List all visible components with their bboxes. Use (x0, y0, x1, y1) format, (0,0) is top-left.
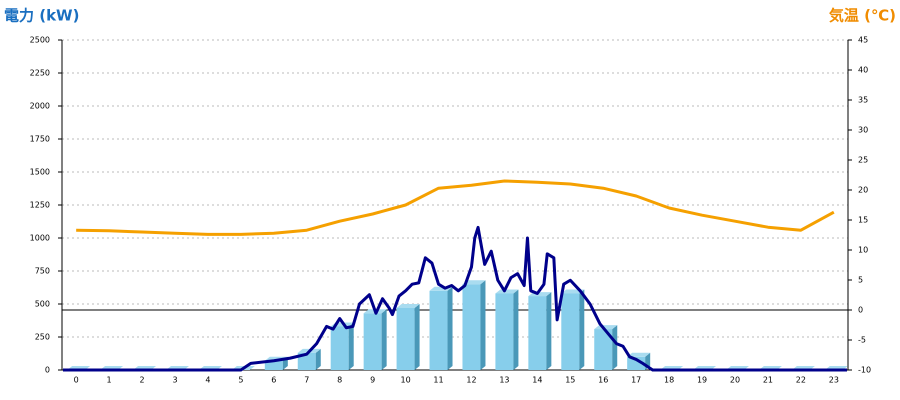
bar-side (612, 325, 618, 370)
x-tick-label: 21 (763, 376, 773, 385)
x-tick-label: 0 (74, 376, 79, 385)
bar (396, 307, 415, 370)
bar-side (414, 303, 420, 370)
x-tick-label: 17 (631, 376, 641, 385)
y-tick-label: 2250 (30, 69, 50, 78)
bar (264, 360, 283, 370)
x-tick-label: 18 (664, 376, 674, 385)
bar-side (579, 289, 585, 370)
y-tick-label: 1250 (30, 201, 50, 210)
bar (462, 284, 481, 370)
y-axis-title: 電力 (kW) (4, 7, 79, 25)
x-tick-label: 23 (829, 376, 839, 385)
bar-top (495, 289, 519, 294)
y-tick-label: 750 (35, 267, 50, 276)
bar-top (396, 303, 420, 308)
x-tick-label: 4 (205, 376, 210, 385)
x-tick-label: 1 (107, 376, 112, 385)
y2-tick-label: 0 (858, 306, 863, 315)
y2-tick-label: -5 (858, 336, 866, 345)
bar (528, 296, 547, 370)
x-tick-label: 7 (304, 376, 309, 385)
y-tick-label: 1750 (30, 135, 50, 144)
bar-top (627, 352, 651, 357)
y2-tick-label: 20 (858, 186, 868, 195)
x-tick-label: 8 (337, 376, 342, 385)
x-tick-label: 20 (730, 376, 740, 385)
bar (297, 352, 316, 370)
bar (330, 326, 349, 370)
y-tick-label: 2000 (30, 102, 50, 111)
x-tick-label: 13 (499, 376, 509, 385)
x-tick-label: 5 (238, 376, 243, 385)
y2-tick-label: 30 (858, 126, 868, 135)
x-tick-label: 12 (466, 376, 476, 385)
y-tick-label: 250 (35, 333, 50, 342)
y2-tick-label: 10 (858, 246, 868, 255)
x-tick-label: 2 (140, 376, 145, 385)
y2-tick-label: 35 (858, 96, 868, 105)
bar-side (381, 309, 387, 370)
x-tick-label: 6 (271, 376, 276, 385)
x-tick-label: 14 (532, 376, 542, 385)
bar (561, 293, 580, 370)
x-tick-label: 11 (433, 376, 443, 385)
bar (594, 329, 613, 370)
y2-axis-title: 気温 (℃) (829, 7, 896, 25)
y2-tick-label: 25 (858, 156, 868, 165)
x-tick-label: 22 (796, 376, 806, 385)
bar-side (348, 322, 354, 370)
y-tick-label: 500 (35, 300, 50, 309)
y2-tick-label: 5 (858, 276, 863, 285)
x-tick-label: 19 (697, 376, 707, 385)
y2-tick-label: 45 (858, 36, 868, 45)
bar (495, 293, 514, 370)
y-tick-label: 0 (45, 366, 50, 375)
y-tick-label: 1000 (30, 234, 50, 243)
x-tick-label: 15 (565, 376, 575, 385)
bar (429, 290, 448, 370)
y2-tick-label: 40 (858, 66, 868, 75)
x-tick-label: 16 (598, 376, 608, 385)
bar-side (546, 292, 552, 370)
y-tick-label: 2500 (30, 36, 50, 45)
line (62, 225, 848, 372)
bar-side (480, 280, 486, 370)
line (76, 179, 835, 236)
y2-tick-label: 15 (858, 216, 868, 225)
y-tick-label: 1500 (30, 168, 50, 177)
bar-side (315, 348, 321, 370)
y2-tick-label: -10 (858, 366, 871, 375)
bar-side (447, 286, 453, 370)
x-tick-label: 9 (370, 376, 375, 385)
bar-side (513, 289, 519, 370)
bar (363, 313, 382, 370)
x-tick-label: 3 (172, 376, 177, 385)
bar (627, 356, 646, 370)
bar-top (462, 280, 486, 285)
x-tick-label: 10 (400, 376, 410, 385)
